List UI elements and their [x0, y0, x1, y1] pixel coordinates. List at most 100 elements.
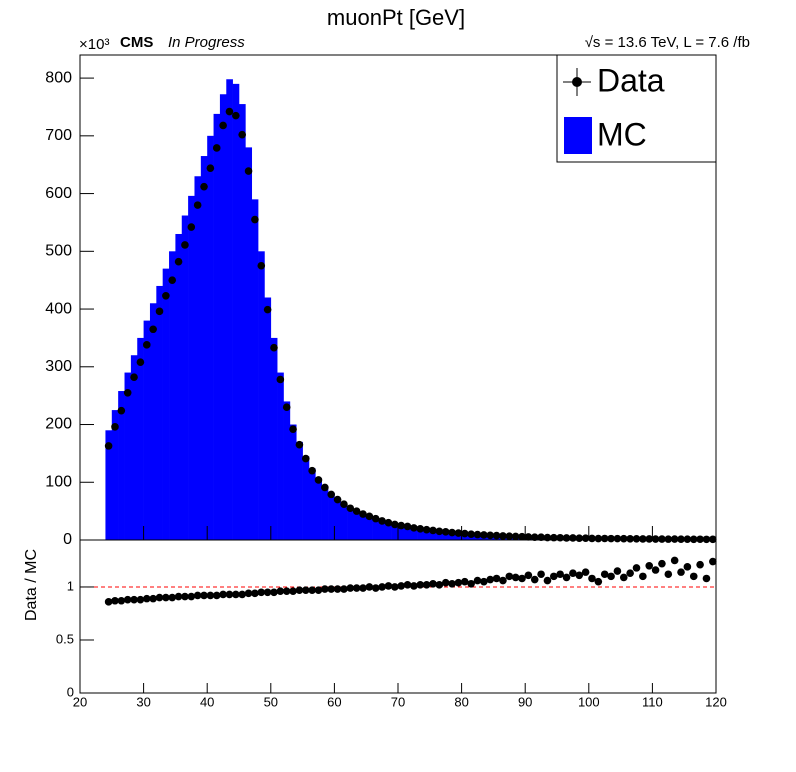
data-point: [607, 534, 615, 543]
ratio-point: [174, 592, 183, 601]
ratio-point: [136, 595, 145, 604]
ratio-point: [530, 575, 539, 584]
axis-multiplier: ×10³: [79, 36, 109, 53]
y-tick-label: 100: [45, 473, 72, 490]
data-point: [314, 476, 323, 484]
ratio-point: [607, 572, 615, 581]
data-point: [117, 406, 126, 415]
ratio-point: [257, 588, 266, 597]
mc-bar: [118, 391, 125, 540]
ratio-point: [193, 591, 202, 600]
ratio-point: [117, 596, 126, 605]
data-point: [696, 535, 704, 544]
mc-bar: [442, 532, 450, 540]
ratio-point: [658, 559, 666, 568]
data-point: [429, 526, 437, 535]
ratio-point: [588, 574, 596, 583]
ratio-point: [562, 573, 571, 582]
data-point: [244, 167, 253, 175]
data-point: [104, 442, 113, 450]
ratio-point: [263, 588, 272, 597]
data-point: [511, 532, 520, 541]
data-point: [467, 530, 475, 538]
data-point: [282, 403, 291, 412]
data-point: [333, 495, 342, 504]
data-point: [371, 514, 380, 523]
data-point: [658, 535, 666, 543]
ratio-point: [308, 586, 316, 594]
ratio-point: [111, 596, 119, 605]
mc-bar: [207, 135, 214, 541]
data-point: [142, 341, 151, 349]
ratio-point: [187, 592, 196, 601]
ratio-point: [473, 576, 482, 585]
mc-bar: [283, 401, 291, 540]
y-tick-label: 1: [67, 578, 74, 593]
data-point: [670, 535, 679, 543]
data-point: [257, 261, 266, 270]
data-point: [492, 531, 501, 540]
ratio-point: [448, 579, 456, 588]
ratio-point: [683, 563, 692, 571]
ratio-point: [359, 584, 367, 592]
data-point: [689, 535, 698, 544]
data-point: [448, 528, 456, 537]
mc-bar: [302, 456, 310, 540]
ratio-point: [397, 582, 405, 590]
mc-bar: [436, 531, 443, 540]
mc-bar: [429, 530, 437, 540]
data-point: [505, 532, 514, 540]
ratio-point: [403, 581, 412, 589]
x-tick-label: 80: [454, 694, 468, 709]
mc-bar: [277, 372, 284, 540]
x-tick-label: 60: [327, 694, 341, 709]
mc-bar: [194, 176, 202, 540]
mc-bar: [398, 525, 405, 540]
legend-label: MC: [597, 116, 647, 152]
y-axis-label: Data / MC: [23, 549, 40, 621]
x-tick-label: 90: [518, 694, 532, 709]
mc-bar: [264, 297, 272, 540]
data-point: [422, 525, 431, 534]
legend-marker: [572, 77, 582, 87]
ratio-point: [575, 571, 584, 580]
mc-bar: [353, 511, 361, 540]
data-point: [111, 423, 119, 431]
ratio-point: [626, 569, 634, 577]
ratio-point: [162, 593, 170, 602]
data-point: [473, 530, 482, 539]
mc-bar: [213, 113, 221, 541]
data-point: [155, 307, 164, 316]
y-tick-label: 400: [45, 300, 72, 317]
y-tick-label: 0: [63, 531, 72, 548]
mc-bar: [347, 507, 354, 540]
data-point: [410, 524, 418, 532]
data-point: [346, 504, 355, 513]
mc-bar: [245, 147, 253, 540]
data-point: [181, 241, 189, 249]
mc-bar: [130, 355, 138, 540]
mc-bar: [258, 251, 265, 541]
ratio-point: [206, 591, 215, 600]
data-point: [416, 524, 425, 533]
ratio-point: [689, 572, 698, 581]
data-point: [639, 535, 647, 543]
ratio-point: [632, 564, 641, 572]
y-tick-label: 800: [45, 69, 72, 86]
mc-bar: [404, 526, 412, 540]
data-point: [530, 533, 539, 541]
ratio-point: [709, 557, 717, 566]
data-point: [251, 215, 259, 224]
data-point: [301, 454, 310, 463]
ratio-point: [212, 591, 221, 600]
ratio-point: [200, 591, 208, 600]
data-point: [397, 521, 405, 530]
data-point: [378, 517, 386, 525]
ratio-point: [492, 574, 501, 583]
data-point: [632, 534, 641, 543]
data-point: [225, 107, 234, 116]
mc-bar: [156, 285, 163, 540]
ratio-point: [702, 574, 711, 583]
mc-bar: [296, 441, 303, 540]
data-point: [619, 534, 628, 543]
